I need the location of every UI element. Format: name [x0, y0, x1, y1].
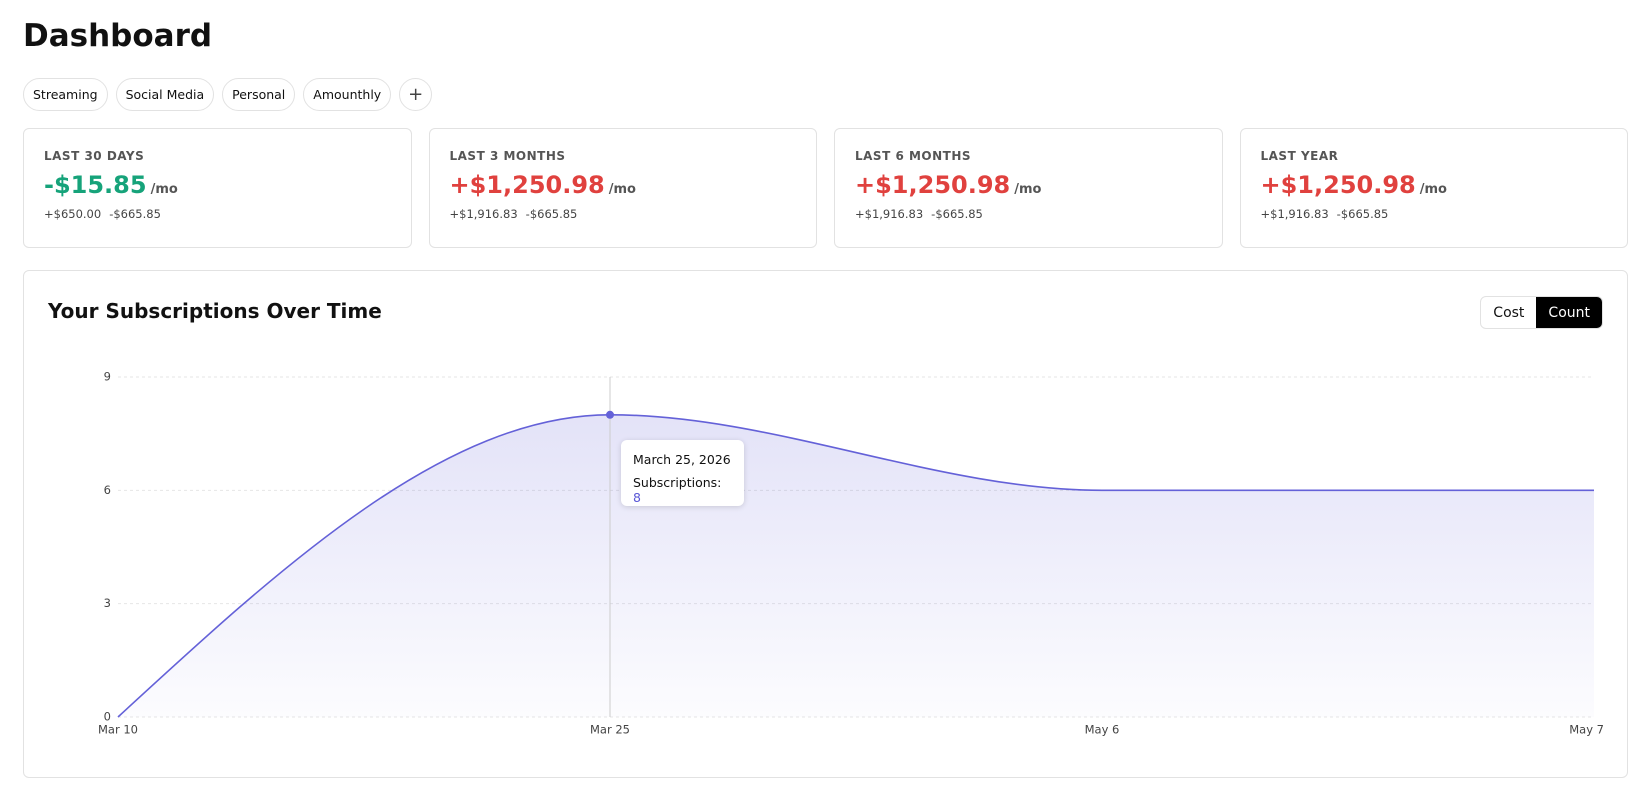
- stat-net: +$1,250.98: [855, 171, 1011, 199]
- tag-list: Streaming Social Media Personal Amounthly +: [23, 78, 433, 111]
- x-tick-label: Mar 25: [590, 723, 630, 737]
- stat-expense: -$665.85: [931, 207, 983, 221]
- stat-period: LAST 30 DAYS: [44, 149, 145, 163]
- stat-net-row: +$1,250.98/mo: [450, 171, 797, 199]
- area: [118, 414, 1594, 717]
- stat-card: LAST YEAR +$1,250.98/mo +$1,916.83 -$665.85: [1239, 128, 1628, 248]
- stat-net: +$1,250.98: [1260, 171, 1416, 199]
- stat-unit: /mo: [150, 182, 178, 197]
- stat-net-row: +$1,250.98/mo: [1261, 171, 1608, 199]
- active-point: [606, 410, 614, 419]
- tooltip-row: Subscriptions: 8: [633, 475, 732, 505]
- stat-net-row: +$1,250.98/mo: [855, 171, 1202, 199]
- stat-unit: /mo: [1419, 182, 1447, 197]
- y-tick-label: 9: [104, 370, 111, 384]
- page-title: Dashboard: [23, 18, 213, 54]
- chart-title: Your Subscriptions Over Time: [48, 299, 382, 323]
- stat-net: +$1,250.98: [449, 171, 605, 199]
- stat-income: +$1,916.83: [1260, 207, 1329, 221]
- y-tick-label: 3: [104, 596, 111, 610]
- tooltip: March 25, 2026 Subscriptions: 8: [621, 440, 744, 506]
- tooltip-value: 8: [633, 490, 641, 505]
- stat-card: LAST 6 MONTHS +$1,250.98/mo +$1,916.83 -$66…: [834, 128, 1223, 248]
- stat-card: LAST 30 DAYS -$15.85/mo +$650.00 -$665.85: [23, 128, 412, 248]
- stat-expense: -$665.85: [1336, 207, 1389, 221]
- stat-unit: /mo: [608, 182, 636, 197]
- tag[interactable]: Social Media: [115, 78, 215, 111]
- stat-period: LAST 3 MONTHS: [449, 149, 566, 163]
- tooltip-label: Subscriptions:: [633, 475, 722, 490]
- tag[interactable]: Streaming: [23, 78, 108, 111]
- y-tick-label: 6: [104, 483, 111, 497]
- x-tick-label: May 7: [1569, 723, 1604, 737]
- stat-income: +$1,916.83: [855, 207, 924, 221]
- tag[interactable]: Amounthly: [303, 78, 392, 111]
- stat-net-row: -$15.85/mo: [44, 171, 391, 199]
- x-tick-label: May 6: [1085, 723, 1120, 737]
- stat-breakdown: +$1,916.83 -$665.85: [1261, 207, 1608, 221]
- stat-income: +$1,916.83: [449, 207, 518, 221]
- stat-expense: -$665.85: [525, 207, 578, 221]
- toggle-option[interactable]: Count: [1536, 297, 1602, 328]
- line: [117, 413, 1594, 718]
- stat-net: -$15.85: [44, 171, 147, 199]
- stat-unit: /mo: [1014, 182, 1042, 197]
- tooltip-title: March 25, 2026: [633, 452, 731, 467]
- stat-card: LAST 3 MONTHS +$1,250.98/mo +$1,916.83 -$66…: [428, 128, 817, 248]
- chart-toggle: Cost Count: [1480, 296, 1603, 329]
- stat-period: LAST YEAR: [1260, 149, 1339, 163]
- stat-cards: LAST 30 DAYS -$15.85/mo +$650.00 -$665.85 LA…: [23, 128, 1628, 248]
- stat-period: LAST 6 MONTHS: [855, 149, 972, 163]
- chart-card: Your Subscriptions Over Time Cost Count: [23, 270, 1628, 778]
- stat-breakdown: +$1,916.83 -$665.85: [855, 207, 1202, 221]
- add-tag-button[interactable]: +: [399, 78, 433, 111]
- stat-breakdown: +$650.00 -$665.85: [44, 207, 391, 221]
- stat-expense: -$665.85: [109, 207, 161, 221]
- stat-breakdown: +$1,916.83 -$665.85: [450, 207, 797, 221]
- toggle-option[interactable]: Cost: [1493, 304, 1525, 321]
- tag[interactable]: Personal: [222, 78, 296, 111]
- y-tick-label: 0: [104, 710, 111, 724]
- stat-income: +$650.00: [44, 207, 102, 221]
- x-tick-label: Mar 10: [98, 723, 138, 737]
